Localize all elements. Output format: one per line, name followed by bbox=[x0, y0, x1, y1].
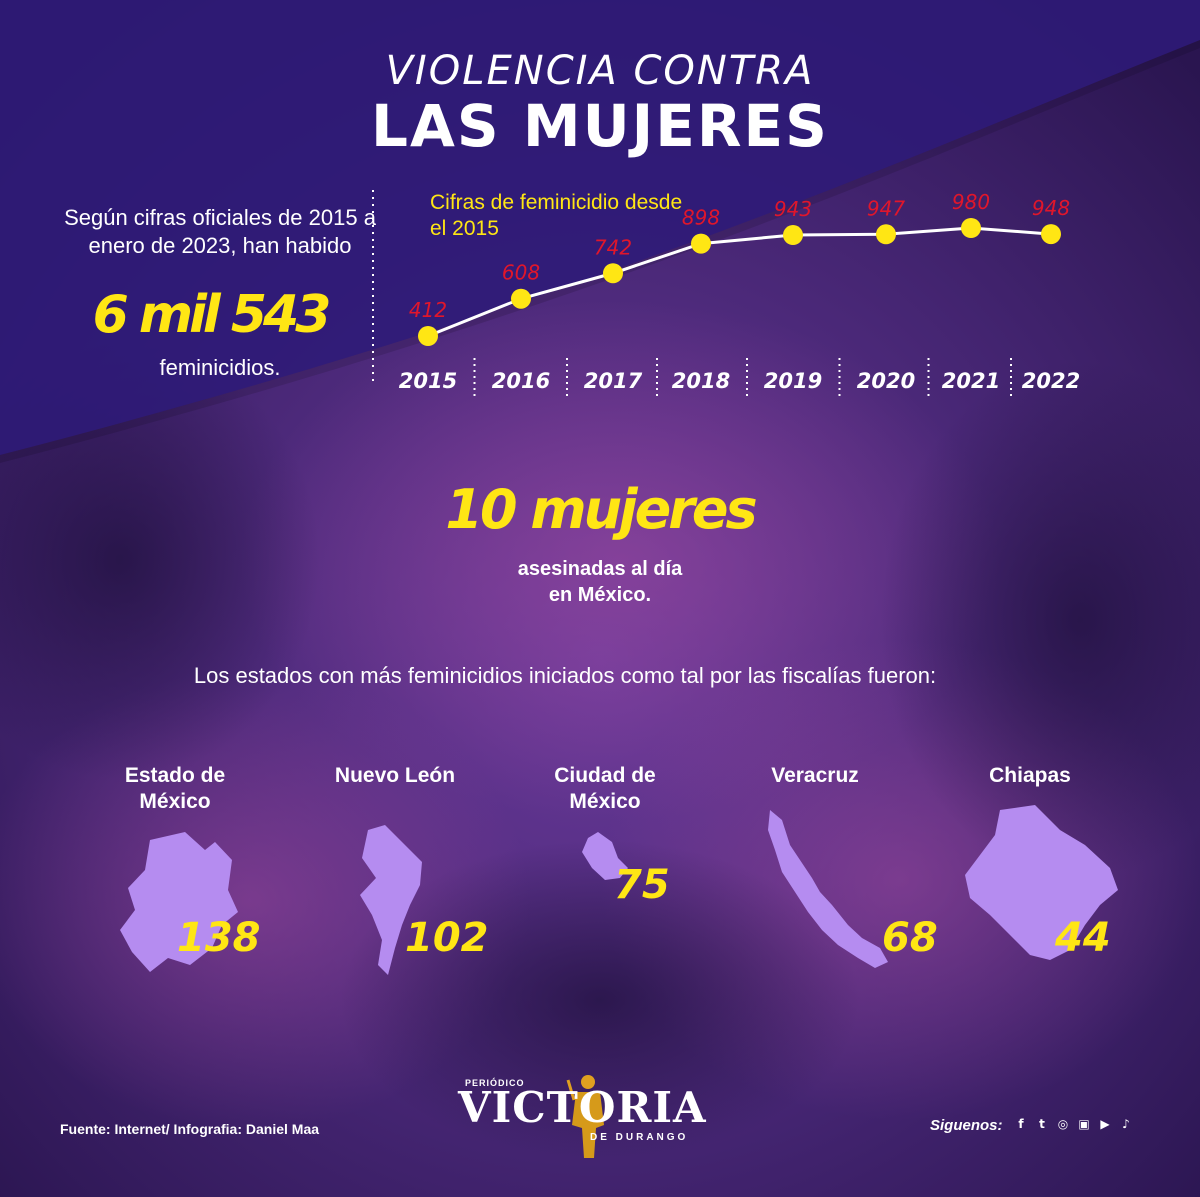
logo-figure-icon bbox=[566, 1075, 604, 1158]
twitter-icon[interactable]: t bbox=[1039, 1117, 1045, 1131]
states-intro: Los estados con más feminicidios iniciad… bbox=[193, 663, 937, 688]
daily-highlight-sub: asesinadas al día en México. bbox=[0, 556, 1200, 608]
total-feminicides: 6 mil 543 bbox=[92, 285, 332, 345]
state-value-nuevo-leon: 102 bbox=[405, 915, 489, 961]
state-name-chiapas: Chiapas bbox=[989, 764, 1071, 787]
state-value-ciudad-de-mexico: 75 bbox=[614, 862, 670, 908]
follow-label: Siguenos: bbox=[930, 1117, 1003, 1134]
logo-main-text: VICTORIA bbox=[458, 1083, 707, 1132]
daily-highlight: 10 mujeres bbox=[445, 478, 757, 541]
state-value-veracruz: 68 bbox=[882, 915, 938, 961]
title-line-1: VIOLENCIA CONTRA bbox=[385, 48, 815, 94]
social-icons: f t ◎ ▣ ▶ ♪ bbox=[1012, 1115, 1135, 1133]
state-name-ciudad-de-mexico: Ciudad de México bbox=[554, 764, 656, 813]
state-name-nuevo-leon: Nuevo León bbox=[334, 764, 456, 787]
chart-title: Cifras de feminicidio desde el 2015 bbox=[430, 191, 683, 240]
youtube-icon[interactable]: ▶ bbox=[1100, 1117, 1110, 1131]
state-name-veracruz: Veracruz bbox=[771, 764, 859, 787]
intro-text: Según cifras oficiales de 2015 a enero d… bbox=[64, 205, 376, 258]
state-name-estado-de-mexico: Estado de México bbox=[124, 764, 226, 813]
instagram-icon[interactable]: ▣ bbox=[1078, 1117, 1090, 1131]
logo-sub-text: DE DURANGO bbox=[590, 1132, 689, 1143]
tiktok-icon[interactable]: ♪ bbox=[1122, 1117, 1130, 1131]
state-value-chiapas: 44 bbox=[1055, 915, 1111, 961]
state-value-estado-de-mexico: 138 bbox=[177, 915, 261, 961]
footer-source: Fuente: Internet/ Infografia: Daniel Maa bbox=[60, 1121, 320, 1137]
title-line-2: LAS MUJERES bbox=[371, 92, 829, 160]
whatsapp-icon[interactable]: ◎ bbox=[1057, 1117, 1069, 1131]
logo-small-text: PERIÓDICO bbox=[465, 1078, 525, 1088]
daily-highlight-line-1: asesinadas al día bbox=[517, 558, 683, 580]
facebook-icon[interactable]: f bbox=[1018, 1117, 1024, 1131]
daily-highlight-line-2: en México. bbox=[548, 584, 652, 606]
intro-after-text: feminicidios. bbox=[159, 355, 281, 380]
